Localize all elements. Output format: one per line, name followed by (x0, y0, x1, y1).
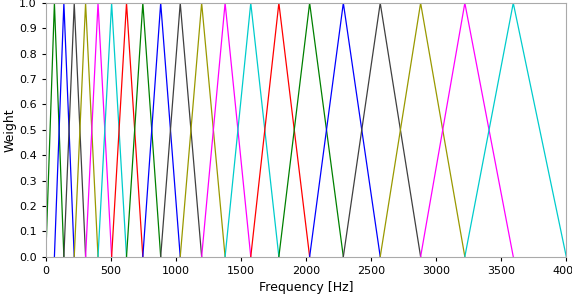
X-axis label: Frequency [Hz]: Frequency [Hz] (259, 281, 353, 294)
Y-axis label: Weight: Weight (3, 108, 16, 152)
